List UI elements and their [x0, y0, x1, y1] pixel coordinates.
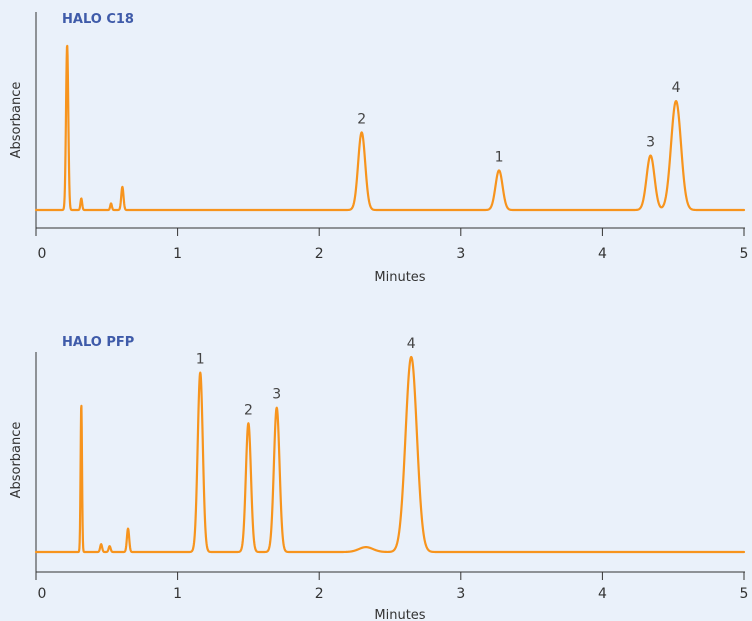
chart-2-x-tick-label: 3	[456, 586, 465, 602]
chart-2-y-axis-label: Absorbance	[9, 422, 24, 499]
chart-2-peak-label: 1	[196, 352, 205, 368]
chart-2-peak-label: 2	[244, 402, 253, 418]
chart-1-x-tick-label: 1	[173, 246, 182, 262]
chart-1-peak-label: 1	[495, 149, 504, 165]
chart-2-x-tick-label: 0	[38, 586, 47, 602]
chart-1-x-tick-label: 3	[456, 246, 465, 262]
chart-2-title: HALO PFP	[62, 335, 134, 350]
chart-1-peak-label: 2	[357, 111, 366, 127]
chart-2-x-tick-label: 4	[598, 586, 607, 602]
chart-1-x-tick-label: 0	[38, 246, 47, 262]
chart-2-x-tick-label: 1	[173, 586, 182, 602]
chart-1-peak-label: 4	[672, 80, 681, 96]
chart-2-x-tick-label: 2	[315, 586, 324, 602]
chart-1-x-axis-label: Minutes	[374, 270, 425, 285]
chart-1-peak-label: 3	[646, 135, 655, 151]
chart-2-peak-label: 4	[407, 336, 416, 352]
chart-1-trace-line	[34, 44, 746, 212]
chart-1-x-tick-label: 4	[598, 246, 607, 262]
chart-2-peak-label: 3	[272, 387, 281, 403]
chart-2-trace-line	[34, 355, 746, 554]
chart-2-x-axis-label: Minutes	[374, 608, 425, 621]
chart-1-title: HALO C18	[62, 12, 134, 27]
chart-1-x-tick-label: 2	[315, 246, 324, 262]
chart-1-y-axis-label: Absorbance	[9, 82, 24, 159]
chart-1-x-tick-label: 5	[740, 246, 749, 262]
chart-2-x-tick-label: 5	[740, 586, 749, 602]
